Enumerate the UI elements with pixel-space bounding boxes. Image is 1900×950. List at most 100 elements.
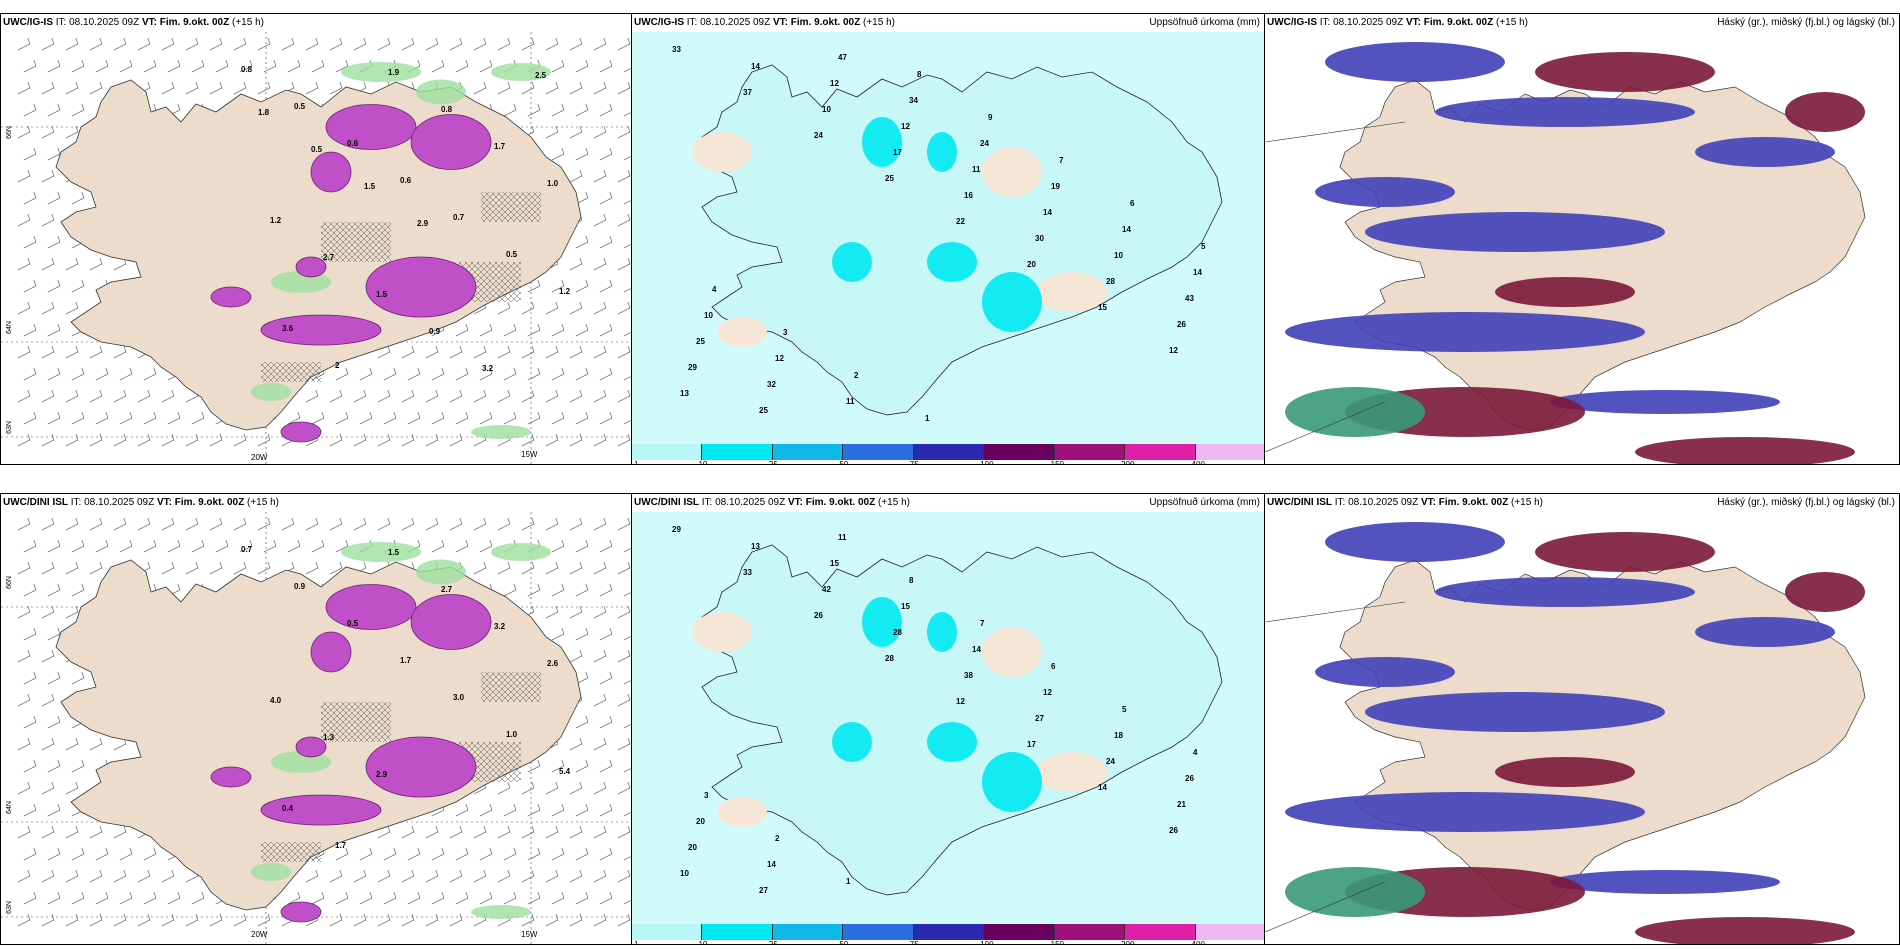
snow-light-area — [341, 542, 421, 562]
cloud-layer — [1435, 97, 1695, 127]
colorbar-tick: 100 — [980, 460, 994, 465]
colorbar-tick: 1 — [634, 460, 639, 465]
colorbar-tick: 400 — [1191, 940, 1205, 945]
precip-value-label: 17 — [1027, 740, 1036, 749]
colorbar-swatch — [1125, 444, 1196, 460]
panel-header: UWC/IG-IS IT: 08.10.2025 09Z VT: Fim. 9.… — [3, 17, 264, 28]
precip-value-label: 11 — [972, 165, 981, 174]
precip-value-label: 25 — [696, 337, 705, 346]
precip-heavy — [982, 752, 1042, 812]
precip-value-label: 4 — [712, 285, 717, 294]
hatched-area — [481, 672, 541, 702]
precip-value-label: 24 — [980, 139, 989, 148]
cloud-layer — [1550, 390, 1780, 414]
colorbar-tick: 200 — [1121, 940, 1135, 945]
precip-value-label: 34 — [909, 96, 918, 105]
cloud-layer — [1635, 437, 1855, 464]
precip-value-label: 29 — [672, 525, 681, 534]
precip-value-label: 4 — [1193, 748, 1198, 757]
panel-title-right: Háský (gr.), miðský (fj.bl.) og lágský (… — [1717, 17, 1895, 28]
cloud-layer — [1535, 52, 1715, 92]
precip-value-label: 8 — [909, 576, 914, 585]
snow-label: 0.6 — [400, 176, 412, 185]
colorbar-swatch — [702, 444, 773, 460]
snow-label: 0.9 — [294, 582, 306, 591]
snow-light-area — [471, 905, 531, 919]
precip-value-label: 1 — [925, 414, 930, 423]
iceland-outline — [696, 544, 1223, 896]
precip-value-label: 12 — [956, 697, 965, 706]
cloud-layer — [1325, 42, 1505, 82]
dry-area — [982, 147, 1042, 197]
cloud-layer — [1285, 312, 1645, 352]
cloud-layer — [1695, 137, 1835, 167]
cloud-layer — [1435, 577, 1695, 607]
colorbar-swatch — [1195, 924, 1264, 940]
colorbar-tick: 200 — [1121, 460, 1135, 465]
iceland-outline — [696, 64, 1223, 416]
colorbar-swatch — [843, 444, 914, 460]
snow-wind-map: 0.8 0.5 0.6 0.6 0.7 0.5 1.2 3.6 2 1.9 0.8 1.7 1.0 1.2… — [1, 32, 631, 464]
snow-label: 2.5 — [535, 71, 547, 80]
precip-value-label: 26 — [1177, 320, 1186, 329]
snow-labels: 0.7 0.9 0.5 1.7 3.0 1.0 5.4 0.4 1.7 1.5 2.7 3.2 2.6 4… — [241, 545, 571, 850]
colorbar-swatch — [772, 444, 844, 460]
hatched-area — [261, 842, 321, 862]
cloud-layer — [1325, 522, 1505, 562]
snow-label: 0.5 — [506, 250, 518, 259]
lon-label-15w: 15W — [521, 450, 538, 459]
colorbar-swatch — [632, 444, 703, 460]
dry-area — [1037, 752, 1107, 792]
precip-heavy — [927, 242, 977, 282]
precip-value-label: 11 — [838, 533, 847, 542]
snow-light-area — [251, 383, 291, 401]
precip-value-label: 27 — [1035, 714, 1044, 723]
panel-title-right: Háský (gr.), miðský (fj.bl.) og lágský (… — [1717, 497, 1895, 508]
snow-light-area — [251, 863, 291, 881]
cloud-layer — [1635, 917, 1855, 944]
snow-light-area — [491, 543, 551, 561]
colorbar-tick: 75 — [909, 460, 919, 465]
precip-heavy — [832, 242, 872, 282]
precip-value-label: 32 — [767, 380, 776, 389]
precip-value-label: 18 — [1114, 731, 1123, 740]
lon-label-15w: 15W — [521, 930, 538, 939]
colorbar-tick: 25 — [768, 460, 778, 465]
cloud-layer — [1785, 572, 1865, 612]
precip-value-label: 25 — [759, 406, 768, 415]
snow-label: 0.7 — [453, 213, 465, 222]
snow-label: 1.5 — [388, 548, 400, 557]
snow-heavy-area — [260, 794, 382, 826]
cloud-map — [1265, 512, 1899, 944]
panel-ig-is-clouds: UWC/IG-IS IT: 08.10.2025 09Z VT: Fim. 9.… — [1264, 13, 1900, 465]
snow-label: 2.7 — [441, 585, 453, 594]
snow-label: 1.9 — [388, 68, 400, 77]
snow-label: 2 — [335, 361, 340, 370]
lat-label-mid: 64N — [5, 801, 13, 814]
precip-value-label: 14 — [767, 860, 776, 869]
snow-label: 0.9 — [429, 327, 441, 336]
precip-value-label: 21 — [1177, 800, 1186, 809]
precip-heavy — [862, 597, 902, 647]
panel-dini-wind-snow: UWC/DINI ISL IT: 08.10.2025 09Z VT: Fim.… — [0, 493, 632, 945]
snow-label: 1.3 — [323, 733, 335, 742]
precip-value-label: 20 — [688, 843, 697, 852]
snow-heavy-area — [210, 766, 252, 788]
precip-value-label: 10 — [704, 311, 713, 320]
lat-label-bot: 63N — [5, 421, 13, 434]
colorbar-tick: 75 — [909, 940, 919, 945]
snow-light-area — [416, 79, 466, 105]
precip-value-label: 26 — [1185, 774, 1194, 783]
panel-dini-clouds: UWC/DINI ISL IT: 08.10.2025 09Z VT: Fim.… — [1264, 493, 1900, 945]
precip-heavy — [927, 612, 957, 652]
snow-light-area — [471, 425, 531, 439]
precip-value-label: 42 — [822, 585, 831, 594]
snow-label: 3.0 — [453, 693, 465, 702]
precip-value-label: 7 — [1059, 156, 1064, 165]
dry-area — [717, 317, 767, 347]
panel-ig-is-wind-snow: UWC/IG-IS IT: 08.10.2025 09Z VT: Fim. 9.… — [0, 13, 632, 465]
precip-value-label: 6 — [1051, 662, 1056, 671]
snow-label: 3.6 — [282, 324, 294, 333]
hatched-area — [321, 702, 391, 742]
colorbar-swatch — [984, 924, 1055, 940]
